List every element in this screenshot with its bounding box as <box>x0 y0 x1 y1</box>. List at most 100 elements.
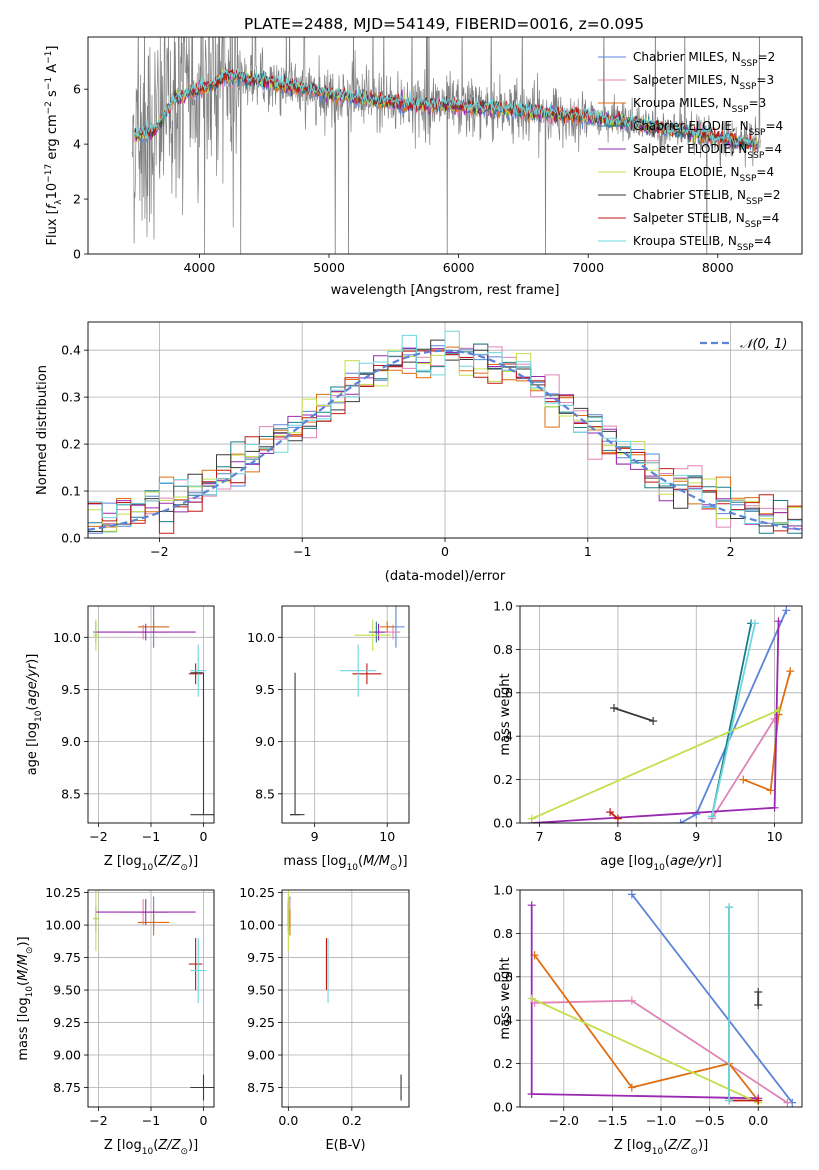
errorbar <box>188 663 203 685</box>
x-tick-label: −2 <box>89 1113 107 1128</box>
weight-marker <box>627 996 636 1005</box>
label-part: ( <box>358 854 363 869</box>
weight-track-kroupa_stelib <box>711 623 756 817</box>
normal-curve <box>88 349 802 531</box>
label-part: 10 <box>25 986 35 998</box>
weight-marker <box>649 717 658 726</box>
x-tick-label: 0 <box>200 1113 208 1128</box>
axes-frame <box>281 605 410 824</box>
weight-marker <box>527 994 536 1003</box>
panel-age_vs_Z: −2 −1 08.59.09.510.0Z [log10(Z/Z⊙)]age [lo… <box>25 605 215 873</box>
weight-marker <box>627 890 636 899</box>
y-tick-label: 0.0 <box>61 531 81 546</box>
errorbar <box>190 1074 214 1101</box>
errorbar <box>95 623 196 641</box>
label-part: SSP <box>740 82 757 92</box>
plot-area <box>88 330 802 534</box>
label-part: Chabrier ELODIE, N <box>633 119 749 133</box>
label-part: SSP <box>746 197 763 207</box>
label-part: 10 <box>142 863 154 873</box>
errorbar <box>93 619 99 651</box>
weight-marker <box>754 1001 763 1010</box>
label-part: Salpeter MILES, N <box>633 73 740 87</box>
weight-track-chabrier_miles <box>631 893 794 1104</box>
weight-marker <box>527 814 536 823</box>
label-part: SSP <box>732 105 749 115</box>
weight-track-chabrier_stelib <box>613 707 654 722</box>
errorbar <box>137 621 170 633</box>
label-part: −1 <box>44 77 54 90</box>
label-part: Kroupa ELODIE, N <box>633 165 740 179</box>
label-part: Kroupa MILES, N <box>633 96 732 110</box>
weight-marker <box>751 619 759 628</box>
x-tick-label: 8 <box>614 829 622 844</box>
label-part: SSP <box>737 243 754 253</box>
weight-marker <box>766 786 775 795</box>
label-part: )] <box>188 1138 198 1153</box>
legend-label: Chabrier STELIB, NSSP=2 <box>633 188 781 207</box>
weight-marker <box>606 808 615 817</box>
figure-title: PLATE=2488, MJD=54149, FIBERID=0016, z=0… <box>244 15 644 33</box>
weight-marker <box>527 901 536 910</box>
weight-marker <box>786 667 795 676</box>
x-tick-label: −2 <box>150 544 168 559</box>
y-tick-label: 0.4 <box>493 1013 513 1028</box>
y-tick-label: 10.25 <box>45 885 81 900</box>
label-part: =2 <box>763 188 781 202</box>
x-tick-label: 5000 <box>313 260 345 275</box>
label-part: Z/Z <box>667 1138 691 1153</box>
axes-frame <box>87 321 803 539</box>
x-tick-label: −1 <box>142 1113 160 1128</box>
label-part: ( <box>16 981 31 986</box>
label-part: Chabrier STELIB, N <box>633 188 746 202</box>
label-part: Salpeter STELIB, N <box>633 211 745 225</box>
label-part: SSP <box>747 151 764 161</box>
weight-marker <box>725 1096 734 1105</box>
x-axis-label: age [log10(age/yr)] <box>600 854 722 873</box>
x-tick-label: −2 <box>89 829 107 844</box>
y-tick-label: 8.5 <box>255 786 275 801</box>
label-part: ⊙ <box>180 863 188 873</box>
axes-frame <box>519 605 803 824</box>
x-tick-label: 2 <box>727 544 735 559</box>
y-tick-label: 0.6 <box>493 969 513 984</box>
legend-label: 𝒩(0, 1) <box>740 337 787 352</box>
weight-track-salpeter_elodie <box>531 621 780 823</box>
weight-track-salpeter_stelib <box>609 811 619 820</box>
label-part: −17 <box>44 164 54 183</box>
label-part: )] <box>397 854 407 869</box>
x-tick-label: 10 <box>767 829 783 844</box>
x-tick-label: 9 <box>311 829 319 844</box>
y-tick-label: 10.0 <box>53 630 81 645</box>
weight-track-kroupa_miles <box>742 670 792 792</box>
y-axis-label: Flux [fλ10−17 erg cm−2 s−1 A−1] <box>44 46 64 246</box>
legend-label: Chabrier MILES, NSSP=2 <box>633 50 775 69</box>
label-part: 10 <box>34 710 44 722</box>
label-part: Z [log <box>614 1138 652 1153</box>
label-part: λ <box>54 199 64 205</box>
plot-area <box>527 606 795 823</box>
label-part: ( <box>153 1138 158 1153</box>
y-tick-label: 8.5 <box>61 786 81 801</box>
plot-area <box>289 606 405 816</box>
y-axis-label: age [log10(age/yr)] <box>25 654 44 776</box>
x-tick-label: −1.0 <box>646 1113 676 1128</box>
plot-area <box>93 890 214 1101</box>
y-tick-label: 0.2 <box>493 772 513 787</box>
label-part: =4 <box>765 119 783 133</box>
label-part: =3 <box>756 73 774 87</box>
weight-marker <box>774 706 783 715</box>
y-tick-label: 9.50 <box>53 983 81 998</box>
y-tick-label: 10.25 <box>239 885 275 900</box>
y-axis-label: mass [log10(M/M⊙)] <box>16 936 35 1060</box>
legend-label: Salpeter STELIB, NSSP=4 <box>633 211 779 230</box>
plot-area <box>287 890 402 1101</box>
label-part: Flux [ <box>45 209 60 245</box>
errorbar <box>190 938 207 1004</box>
errorbar <box>352 663 382 685</box>
weight-marker <box>739 775 748 784</box>
label-part: SSP <box>740 174 757 184</box>
plot-area <box>93 606 214 816</box>
errorbar <box>93 890 99 952</box>
